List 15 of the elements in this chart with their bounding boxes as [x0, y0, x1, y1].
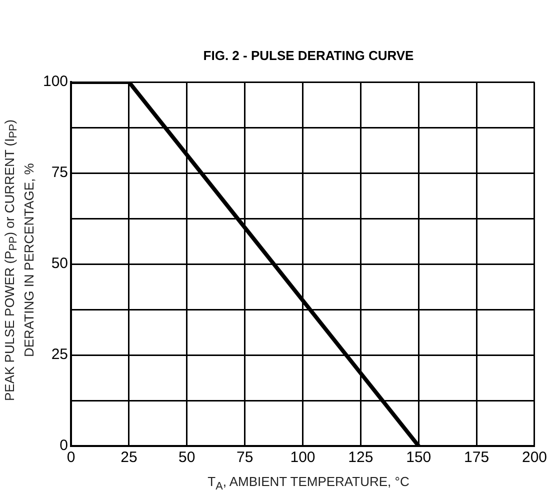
x-tick-label: 75	[236, 449, 254, 466]
x-tick-label: 200	[522, 449, 547, 466]
x-tick-label: 50	[178, 449, 196, 466]
x-tick-label: 150	[406, 449, 432, 466]
y-tick-label: 100	[42, 73, 68, 90]
y-tick-label: 75	[51, 164, 68, 182]
chart-title: FIG. 2 - PULSE DERATING CURVE	[202, 48, 415, 63]
x-tick-label: 175	[464, 449, 490, 466]
y-tick-label: 50	[51, 255, 68, 272]
x-tick-label: 125	[348, 449, 374, 466]
x-tick-label: 100	[290, 449, 316, 466]
x-tick-label: 25	[120, 449, 138, 466]
x-axis-title: T$_{A}$, AMBIENT TEMPERATURE, °C	[206, 474, 410, 493]
y-tick-label: 25	[51, 346, 68, 364]
y-tick-label: 0	[60, 437, 68, 454]
